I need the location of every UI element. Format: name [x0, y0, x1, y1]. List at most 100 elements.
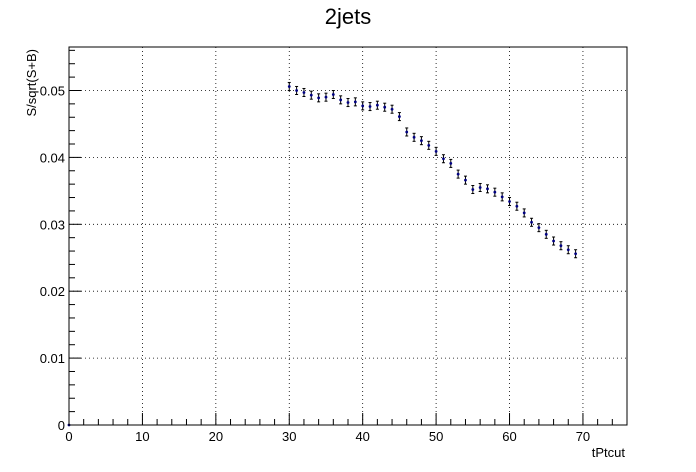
data-point [456, 169, 460, 179]
y-tick-label: 0.03 [40, 217, 65, 232]
data-marker [530, 220, 533, 224]
data-point [449, 158, 453, 168]
y-tick-label: 0.02 [40, 284, 65, 299]
data-point [295, 85, 299, 96]
data-marker [449, 162, 453, 165]
data-marker [412, 135, 416, 139]
data-point [486, 184, 489, 194]
data-point [522, 208, 526, 218]
data-marker [339, 98, 343, 102]
data-marker [353, 100, 357, 104]
data-point [471, 184, 475, 195]
x-tick-label: 70 [576, 429, 590, 444]
data-point [574, 249, 578, 259]
x-tick-label: 60 [502, 429, 516, 444]
data-marker [574, 252, 578, 256]
chart-title: 2jets [325, 4, 371, 29]
data-point [324, 92, 328, 102]
data-point [405, 127, 409, 137]
data-marker [478, 186, 482, 189]
data-point [530, 217, 534, 227]
data-marker [442, 157, 445, 161]
data-marker [500, 195, 504, 199]
data-marker [287, 85, 291, 88]
data-point [368, 102, 372, 112]
data-marker [486, 187, 489, 191]
data-point [331, 89, 335, 100]
y-tick-label: 0.05 [40, 83, 65, 98]
x-axis-label: tPtcut [592, 445, 626, 460]
data-point [478, 182, 482, 193]
axis-tick-labels: 0 10 20 30 40 50 60 70 0 0.01 0.02 0.03 0.04 0.05 [40, 83, 590, 444]
data-point [463, 175, 467, 185]
data-point [287, 81, 291, 91]
data-marker [346, 101, 350, 104]
data-point [552, 236, 556, 246]
data-marker [566, 248, 570, 252]
data-point [390, 104, 394, 114]
x-tick-label: 40 [355, 429, 369, 444]
grid [69, 47, 627, 425]
data-marker [324, 95, 328, 99]
data-point [537, 223, 541, 233]
x-tick-label: 50 [429, 429, 443, 444]
data-marker [375, 103, 379, 107]
data-point [309, 90, 313, 100]
data-point [427, 140, 431, 150]
y-tick-label: 0.04 [40, 150, 65, 165]
data-marker [522, 211, 526, 215]
data-point [419, 136, 423, 146]
x-tick-label: 30 [282, 429, 296, 444]
data-marker [544, 232, 548, 236]
data-marker [397, 115, 401, 118]
data-point [353, 97, 357, 107]
data-point [361, 101, 365, 111]
x-tick-label: 10 [135, 429, 149, 444]
data-marker [309, 93, 313, 97]
data-marker [552, 239, 555, 243]
data-marker [317, 96, 321, 100]
y-tick-label: 0 [58, 418, 65, 433]
y-tick-label: 0.01 [40, 351, 65, 366]
data-point [493, 187, 497, 197]
data-point [375, 100, 379, 110]
data-point [317, 93, 321, 103]
data-point [397, 112, 401, 122]
x-tick-label: 0 [65, 429, 72, 444]
data-marker [537, 226, 541, 230]
data-point [434, 146, 438, 156]
axis-ticks [68, 49, 613, 426]
data-marker [464, 178, 467, 182]
data-marker [331, 93, 335, 96]
data-point [544, 229, 548, 239]
data-point [383, 102, 387, 112]
data-point [515, 201, 519, 211]
data-marker [456, 172, 460, 176]
data-marker [559, 244, 563, 248]
data-marker [295, 89, 299, 92]
data-marker [515, 204, 519, 208]
data-point [566, 245, 570, 255]
data-point [508, 197, 512, 207]
data-point [500, 192, 504, 202]
data-point [441, 154, 445, 164]
data-marker [493, 190, 497, 194]
data-point [412, 132, 416, 142]
data-points [67, 81, 578, 427]
data-marker [427, 143, 431, 147]
data-marker [368, 105, 372, 108]
x-tick-label: 20 [209, 429, 223, 444]
y-axis-label: S/sqrt(S+B) [24, 49, 39, 117]
data-marker [434, 149, 438, 153]
data-marker [302, 91, 306, 94]
data-point [346, 98, 350, 108]
data-marker [508, 200, 511, 203]
data-marker [361, 104, 365, 108]
data-point [339, 95, 343, 105]
data-marker [420, 139, 423, 143]
plot-frame [68, 46, 628, 426]
data-marker [383, 105, 387, 109]
data-marker [471, 188, 475, 191]
data-point [559, 241, 563, 251]
